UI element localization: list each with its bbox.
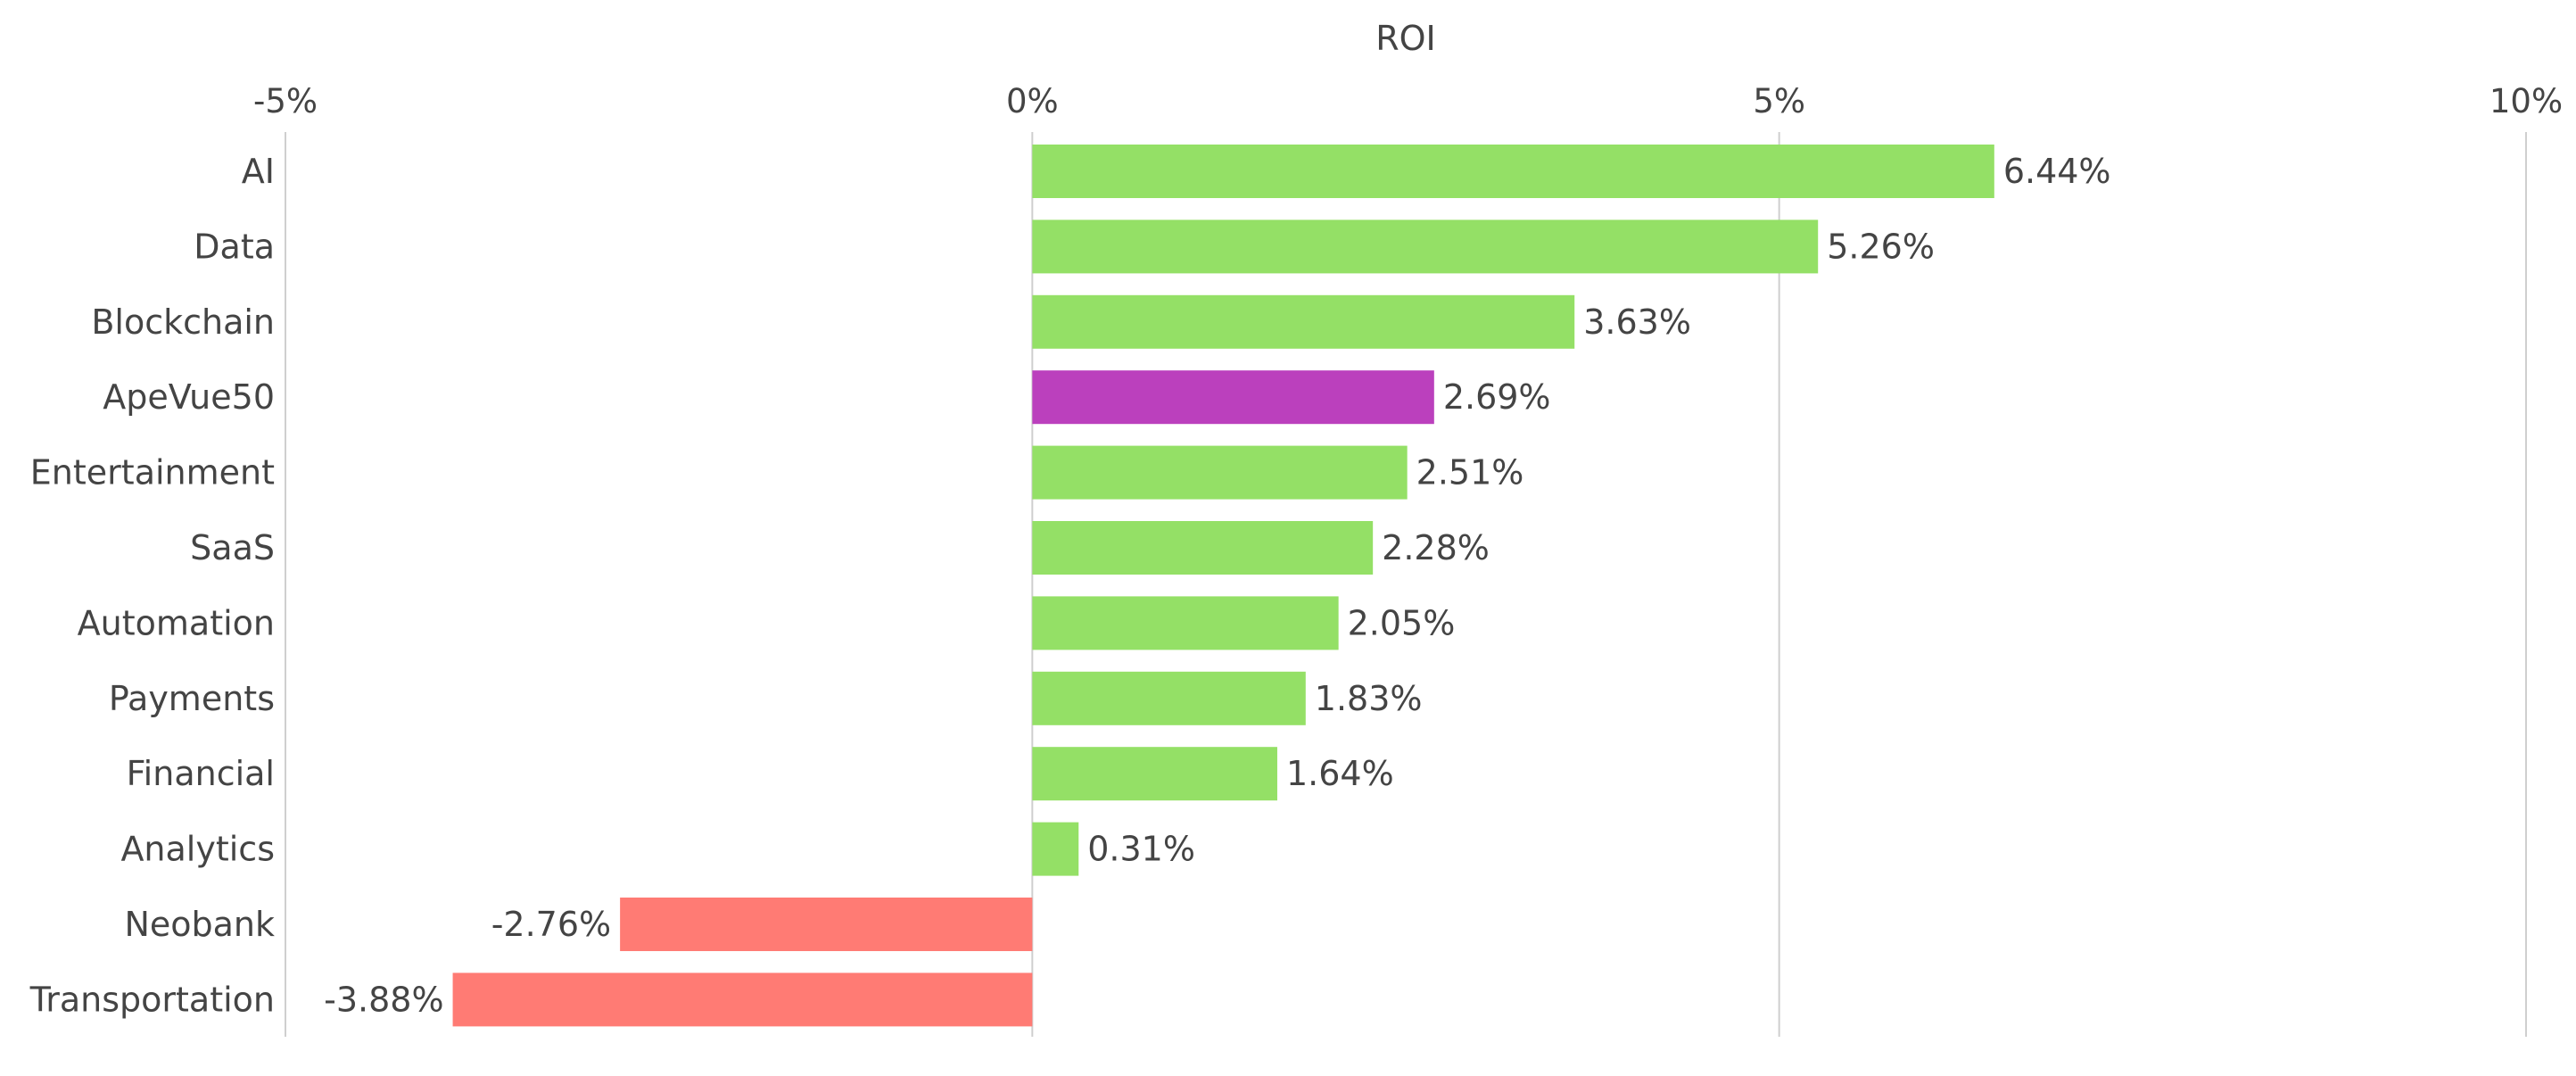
category-label: Payments bbox=[109, 679, 275, 718]
category-label: Automation bbox=[78, 603, 275, 642]
bar bbox=[620, 898, 1033, 951]
category-label: Analytics bbox=[120, 830, 275, 869]
data-label: 0.31% bbox=[1087, 830, 1195, 869]
x-tick-label: 0% bbox=[1006, 82, 1059, 120]
bar bbox=[1032, 219, 1819, 274]
bar bbox=[1032, 145, 1994, 198]
bar bbox=[1032, 596, 1339, 650]
category-label: Blockchain bbox=[91, 302, 275, 342]
data-label: 1.64% bbox=[1286, 754, 1394, 793]
bar bbox=[1032, 445, 1408, 500]
x-tick-label: 5% bbox=[1753, 82, 1805, 120]
data-label: 1.83% bbox=[1315, 679, 1423, 718]
category-label: Data bbox=[194, 227, 275, 266]
bar bbox=[1032, 521, 1374, 575]
category-label: AI bbox=[242, 152, 275, 191]
category-label: Entertainment bbox=[30, 453, 275, 492]
bar bbox=[1032, 822, 1079, 876]
bar bbox=[1032, 294, 1575, 349]
data-label: 5.26% bbox=[1827, 227, 1935, 266]
bar bbox=[1032, 370, 1434, 425]
data-label: -2.76% bbox=[491, 905, 611, 944]
x-tick-label: -5% bbox=[253, 82, 318, 120]
bar bbox=[1032, 747, 1277, 801]
data-label: -3.88% bbox=[324, 980, 443, 1019]
x-tick-label: 10% bbox=[2489, 82, 2563, 120]
x-axis-ticks: -5% 0% 5% 10% bbox=[253, 82, 2563, 120]
bar bbox=[452, 973, 1033, 1027]
data-label: 6.44% bbox=[2003, 152, 2111, 191]
x-axis-title: ROI bbox=[1375, 19, 1436, 58]
category-label: Financial bbox=[127, 754, 275, 793]
category-label: Transportation bbox=[29, 980, 275, 1019]
data-label: 2.69% bbox=[1443, 377, 1551, 417]
data-label: 2.05% bbox=[1348, 603, 1456, 642]
bar bbox=[1032, 671, 1306, 725]
gridlines bbox=[285, 132, 2527, 1037]
category-label: SaaS bbox=[190, 528, 275, 567]
value-labels: 6.44% 5.26% 3.63% 2.69% 2.51% 2.28% 2.05% 1.83%… bbox=[324, 152, 2110, 1019]
category-label: Neobank bbox=[124, 905, 275, 944]
category-label: ApeVue50 bbox=[103, 377, 275, 417]
data-label: 2.51% bbox=[1416, 453, 1524, 492]
category-labels: AI Data Blockchain ApeVue50 Entertainment Saa… bbox=[29, 152, 275, 1019]
data-label: 3.63% bbox=[1583, 302, 1691, 342]
bars bbox=[452, 145, 1994, 1027]
data-label: 2.28% bbox=[1382, 528, 1490, 567]
